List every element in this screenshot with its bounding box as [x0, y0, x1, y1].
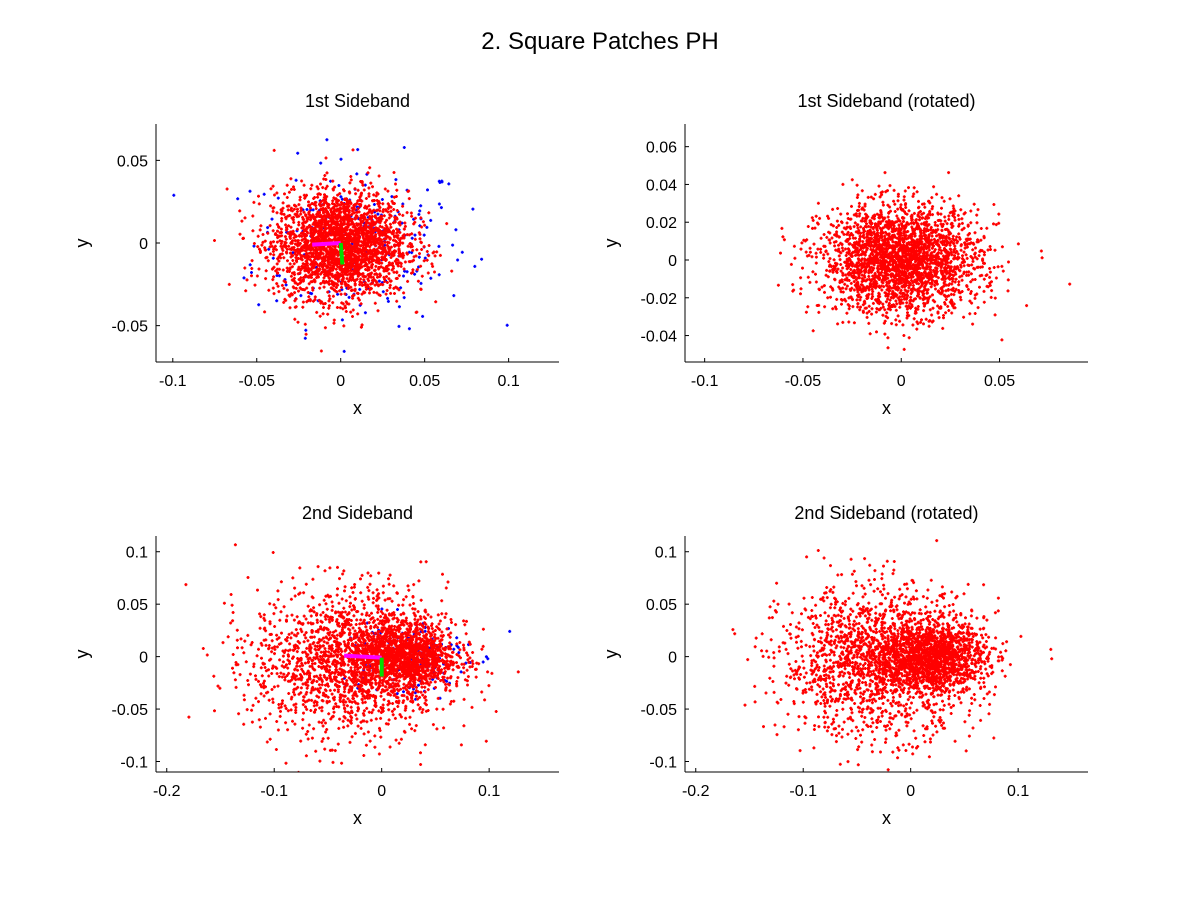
x-tick-label: 0.05 — [409, 373, 440, 390]
principal-axis-1 — [312, 241, 341, 247]
subplot-title: 2nd Sideband — [302, 503, 413, 523]
scatter-points — [172, 138, 509, 353]
x-axis-label: x — [882, 398, 891, 418]
y-tick-label: -0.1 — [649, 755, 677, 772]
x-axis-label: x — [353, 808, 362, 828]
x-tick-label: -0.05 — [785, 373, 822, 390]
principal-axis-1 — [343, 653, 382, 660]
x-tick-label: 0 — [377, 783, 386, 800]
y-axis-label: y — [601, 239, 621, 248]
figure-title: 2. Square Patches PH — [481, 28, 719, 55]
y-tick-label: 0.1 — [655, 545, 677, 562]
y-tick-label: 0 — [139, 650, 148, 667]
x-tick-label: -0.1 — [159, 373, 187, 390]
principal-axis-2 — [338, 242, 345, 265]
y-tick-label: 0.05 — [117, 153, 148, 170]
y-tick-label: 0.1 — [126, 545, 148, 562]
subplot-3: 2nd Sideband -0.2 -0.1 0 0.1 -0.1 -0.05 0 0.05 0.… — [72, 503, 559, 828]
y-tick-label: 0.04 — [646, 177, 677, 194]
x-tick-label: 0 — [897, 373, 906, 390]
subplot-title: 1st Sideband — [305, 91, 410, 111]
x-tick-label: 0.1 — [478, 783, 500, 800]
y-tick-label: 0 — [139, 236, 148, 253]
scatter-points — [184, 543, 520, 772]
subplot-2: 1st Sideband (rotated) -0.1 -0.05 0 0.05 -0.0… — [601, 91, 1088, 418]
x-tick-label: 0 — [906, 783, 915, 800]
y-tick-label: 0.06 — [646, 140, 677, 157]
y-tick-label: 0.05 — [117, 597, 148, 614]
x-tick-label: -0.1 — [789, 783, 817, 800]
y-tick-label: 0.02 — [646, 215, 677, 232]
x-tick-label: -0.05 — [239, 373, 276, 390]
y-axis-label: y — [601, 650, 621, 659]
y-tick-label: 0 — [668, 650, 677, 667]
x-tick-label: 0 — [336, 373, 345, 390]
subplot-1: 1st Sideband -0.1 -0.05 0 0.05 0.1 -0.05 0 0.05 x… — [72, 91, 559, 418]
x-tick-label: 0.05 — [984, 373, 1015, 390]
x-tick-label: 0.1 — [498, 373, 520, 390]
y-tick-label: 0 — [668, 253, 677, 270]
y-tick-label: -0.05 — [112, 319, 149, 336]
x-tick-label: -0.1 — [691, 373, 719, 390]
y-tick-label: -0.02 — [641, 291, 678, 308]
x-tick-label: 0.1 — [1007, 783, 1029, 800]
y-tick-label: -0.05 — [641, 702, 678, 719]
scatter-points — [731, 539, 1054, 772]
data-series-1 — [776, 171, 1072, 351]
data-series-3 — [322, 595, 520, 711]
y-tick-label: -0.04 — [641, 329, 678, 346]
y-axis-label: y — [72, 239, 92, 248]
x-tick-label: -0.1 — [260, 783, 288, 800]
y-tick-label: 0.05 — [646, 597, 677, 614]
scatter-points — [776, 171, 1072, 351]
y-tick-label: -0.1 — [120, 755, 148, 772]
x-tick-label: -0.2 — [682, 783, 710, 800]
data-series-2 — [213, 148, 454, 353]
y-axis-label: y — [72, 650, 92, 659]
subplot-4: 2nd Sideband (rotated) -0.2 -0.1 0 0.1 -0.1 -0… — [601, 503, 1088, 828]
data-series-1 — [731, 539, 1054, 772]
x-axis-label: x — [353, 398, 362, 418]
y-tick-label: -0.05 — [112, 702, 149, 719]
subplot-title: 2nd Sideband (rotated) — [794, 503, 978, 523]
x-axis-label: x — [882, 808, 891, 828]
subplot-title: 1st Sideband (rotated) — [797, 91, 975, 111]
data-series-2 — [846, 583, 1023, 708]
x-tick-label: -0.2 — [153, 783, 181, 800]
